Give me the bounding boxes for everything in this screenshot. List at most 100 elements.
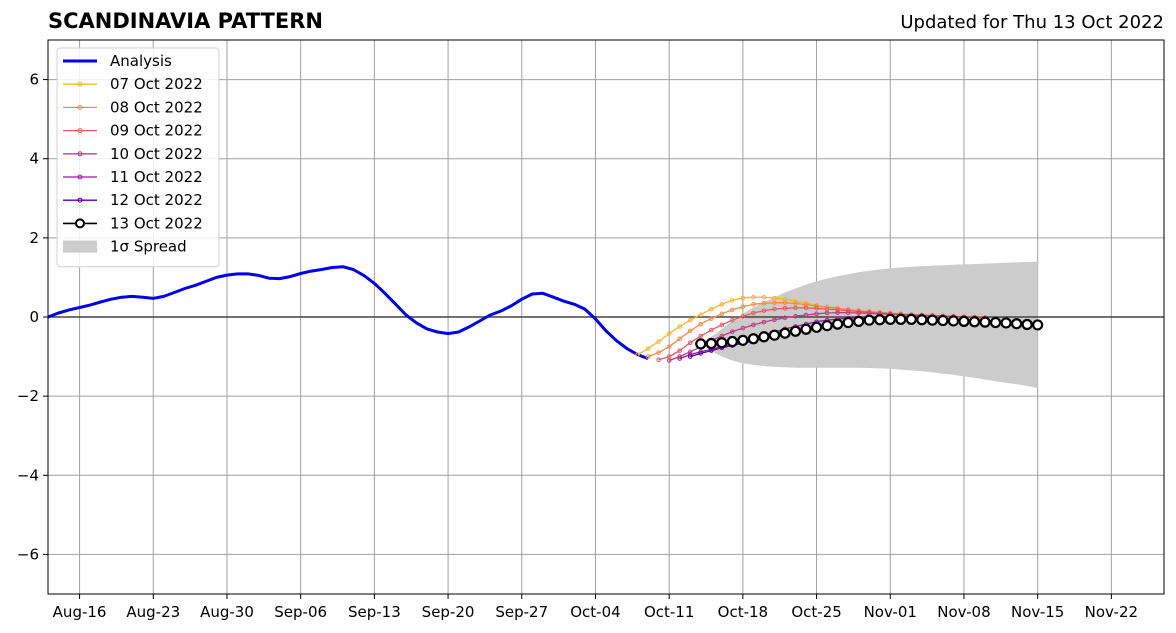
forecast-point [979, 316, 991, 328]
x-tick-label: Sep-06 [274, 603, 327, 621]
forecast-point [793, 313, 798, 319]
legend-handle-marker [77, 104, 83, 110]
forecast-point [666, 344, 672, 349]
forecast-point [793, 301, 798, 306]
forecast-point [779, 327, 791, 339]
legend-handle-spread [63, 240, 97, 253]
forecast-point [677, 324, 682, 329]
forecast-point [772, 317, 777, 323]
forecast-point [772, 300, 777, 306]
series-layer [47, 265, 1044, 363]
forecast-point [687, 340, 693, 346]
forecast-point [730, 317, 735, 323]
forecast-point [708, 327, 714, 333]
axis-layer: Aug-16 Aug-23 Aug-30 Sep-06 Sep-13 Sep-20 Sep-… [17, 39, 1165, 621]
forecast-point [726, 335, 738, 348]
forecast-point [905, 313, 917, 325]
plot-frame [47, 39, 1165, 595]
forecast-point [814, 305, 819, 311]
forecast-point [677, 356, 682, 361]
forecast-point [751, 310, 756, 316]
forecast-point [793, 305, 798, 311]
y-tick-label: −6 [17, 545, 39, 563]
x-tick-label: Nov-15 [1011, 603, 1064, 621]
legend-handle-marker [77, 174, 83, 180]
forecast-point [708, 316, 714, 321]
forecast-point [687, 328, 693, 334]
x-tick-label: Oct-04 [570, 603, 620, 621]
legend: Analysis 07 Oct 2022 08 Oct 2022 09 Oct 202… [56, 47, 220, 268]
forecast-point [705, 337, 717, 350]
forecast-point [845, 310, 851, 315]
forecast-point [698, 351, 704, 356]
forecast-point [656, 339, 661, 344]
forecast-point [708, 306, 714, 312]
forecast-point [782, 315, 788, 321]
y-tick-label: −4 [17, 466, 39, 484]
legend-entry-label: 10 Oct 2022 [110, 145, 203, 163]
forecast-point [740, 313, 746, 319]
forecast-point [761, 319, 767, 325]
forecast-point [666, 331, 672, 336]
legend-handle-marker [75, 218, 85, 229]
forecast-point [656, 357, 661, 363]
forecast-point [751, 294, 756, 300]
forecast-point [740, 295, 746, 301]
y-tick-label: 2 [29, 229, 39, 247]
forecast-point [666, 358, 672, 363]
forecast-point [958, 315, 970, 327]
forecast-point [856, 310, 861, 316]
forecast-point [730, 298, 735, 303]
forecast-point [761, 294, 767, 300]
x-tick-label: Aug-23 [126, 603, 180, 621]
forecast-point [719, 302, 725, 307]
y-tick-label: 0 [29, 308, 39, 326]
forecast-point [947, 315, 960, 327]
y-tick-label: −2 [17, 387, 39, 405]
forecast-point [884, 313, 896, 325]
forecast-point [687, 317, 693, 323]
legend-handle-marker [77, 128, 83, 134]
y-tick-label: 4 [29, 150, 39, 168]
legend-handle-marker [77, 81, 83, 87]
forecast-point [772, 306, 777, 312]
forecast-point [926, 314, 938, 326]
forecast-point [968, 316, 981, 328]
forecast-point [814, 311, 819, 317]
forecast-point [824, 310, 830, 316]
forecast-point [698, 312, 704, 317]
forecast-point [782, 300, 788, 306]
forecast-point [719, 311, 725, 317]
forecast-point [821, 320, 833, 332]
x-tick-label: Oct-25 [791, 603, 841, 621]
forecast-point [842, 316, 854, 329]
legend-entry-label: 13 Oct 2022 [110, 214, 203, 232]
forecast-point [803, 312, 809, 318]
legend-box [56, 47, 220, 268]
forecast-point [863, 314, 875, 326]
forecast-point [737, 334, 749, 346]
x-tick-label: Nov-22 [1085, 603, 1138, 621]
x-tick-label: Aug-16 [53, 603, 107, 621]
x-tick-label: Nov-08 [937, 603, 990, 621]
forecast-point [803, 305, 809, 311]
forecast-point [768, 329, 781, 341]
forecast-point [916, 314, 928, 326]
forecast-point [835, 307, 840, 313]
forecast-point [747, 333, 759, 345]
forecast-point [751, 302, 756, 307]
forecast-point [874, 314, 886, 326]
x-tick-label: Oct-18 [718, 603, 768, 621]
legend-entry-label: 09 Oct 2022 [110, 122, 203, 140]
forecast-point [730, 329, 735, 334]
forecast-point [835, 310, 840, 315]
forecast-point [761, 308, 767, 313]
legend-handle-marker [77, 197, 83, 203]
forecast-point [698, 321, 704, 327]
forecast-point [740, 325, 746, 331]
forecast-point [740, 304, 746, 310]
x-tick-label: Oct-11 [644, 603, 694, 621]
forecast-point [645, 346, 651, 351]
legend-entry-label: 07 Oct 2022 [110, 75, 203, 93]
